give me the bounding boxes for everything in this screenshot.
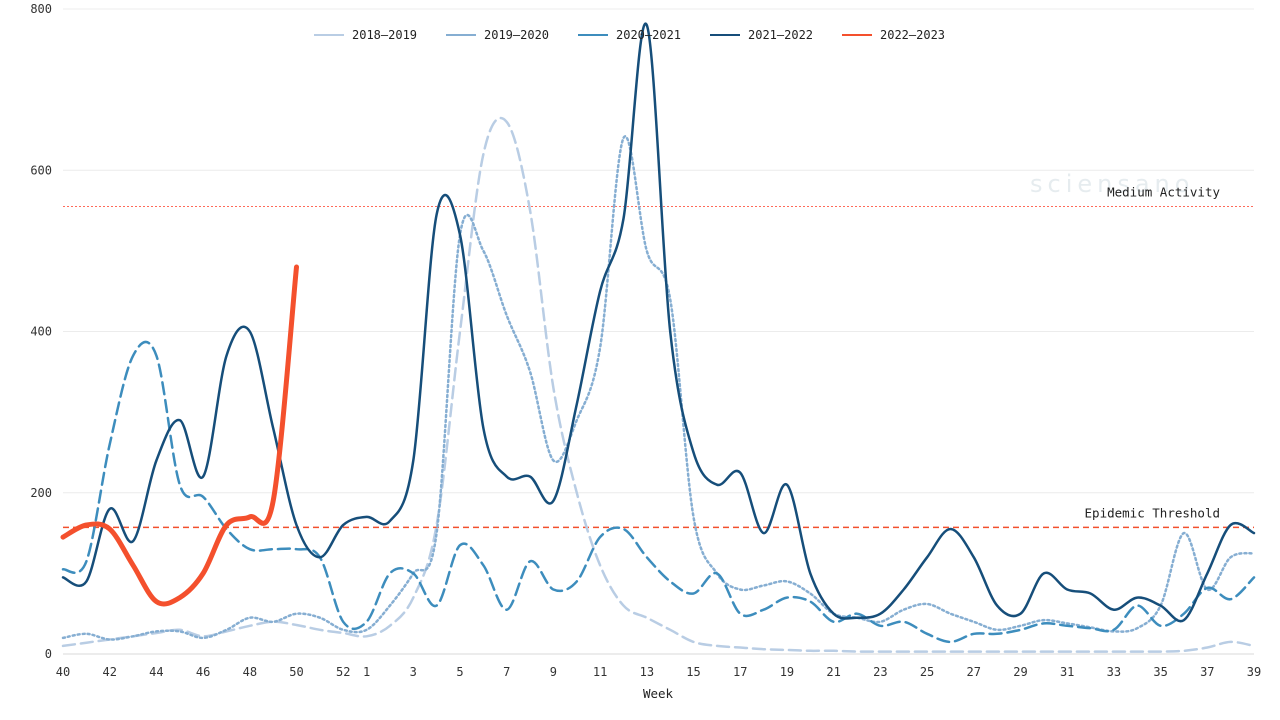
reference-line-label: Medium Activity	[1107, 185, 1220, 200]
x-tick-label: 17	[733, 665, 747, 679]
y-tick-label: 0	[45, 647, 52, 661]
legend-label: 2019–2020	[484, 28, 549, 42]
x-tick-label: 19	[780, 665, 794, 679]
x-tick-label: 37	[1200, 665, 1214, 679]
x-tick-label: 23	[873, 665, 887, 679]
x-tick-label: 21	[826, 665, 840, 679]
x-tick-label: 42	[102, 665, 116, 679]
series-line-2022–2023	[60, 264, 299, 607]
legend-item[interactable]: 2018–2019	[314, 28, 417, 42]
reference-lines: Medium Activity Epidemic Threshold	[63, 185, 1254, 529]
legend-item[interactable]: 2021–2022	[710, 28, 813, 42]
legend-item[interactable]: 2020–2021	[578, 28, 681, 42]
x-tick-label: 50	[289, 665, 303, 679]
legend-label: 2018–2019	[352, 28, 417, 42]
x-tick-label: 46	[196, 665, 210, 679]
watermark-text: sciensano	[1030, 170, 1194, 198]
x-tick-label: 33	[1107, 665, 1121, 679]
x-tick-label: 29	[1013, 665, 1027, 679]
x-tick-label: 35	[1153, 665, 1167, 679]
x-tick-label: 39	[1247, 665, 1261, 679]
series-line-2020–2021	[61, 340, 1256, 644]
series-line-2019–2020	[61, 135, 1256, 641]
y-tick-label: 800	[30, 2, 52, 16]
x-tick-label: 1	[363, 665, 370, 679]
horizontal-gridlines	[63, 8, 1254, 494]
x-tick-label: 15	[686, 665, 700, 679]
x-tick-label: 7	[503, 665, 510, 679]
x-tick-label: 40	[56, 665, 70, 679]
x-tick-label: 13	[640, 665, 654, 679]
legend-item[interactable]: 2019–2020	[446, 28, 549, 42]
x-tick-label: 5	[456, 665, 463, 679]
x-tick-label: 3	[410, 665, 417, 679]
legend-label: 2020–2021	[616, 28, 681, 42]
y-tick-label: 400	[30, 325, 52, 339]
reference-line-label: Epidemic Threshold	[1085, 505, 1220, 520]
x-axis-title: Week	[643, 686, 674, 701]
legend-label: 2021–2022	[748, 28, 813, 42]
x-tick-label: 31	[1060, 665, 1074, 679]
y-tick-label: 600	[30, 163, 52, 177]
x-tick-label: 48	[243, 665, 257, 679]
x-tick-label: 11	[593, 665, 607, 679]
x-tick-label: 52	[336, 665, 350, 679]
legend-item[interactable]: 2022–2023	[842, 28, 945, 42]
x-tick-label: 44	[149, 665, 163, 679]
y-tick-label: 200	[30, 486, 52, 500]
series-line-2021–2022	[61, 22, 1256, 623]
x-tick-label: 9	[550, 665, 557, 679]
series-line-2018–2019	[61, 116, 1256, 653]
legend-label: 2022–2023	[880, 28, 945, 42]
x-tick-label: 25	[920, 665, 934, 679]
series-lines	[60, 22, 1256, 653]
x-tick-label: 27	[967, 665, 981, 679]
legend[interactable]: 2018–2019 2019–2020 2020–2021 2021–2022 2022…	[314, 28, 945, 42]
